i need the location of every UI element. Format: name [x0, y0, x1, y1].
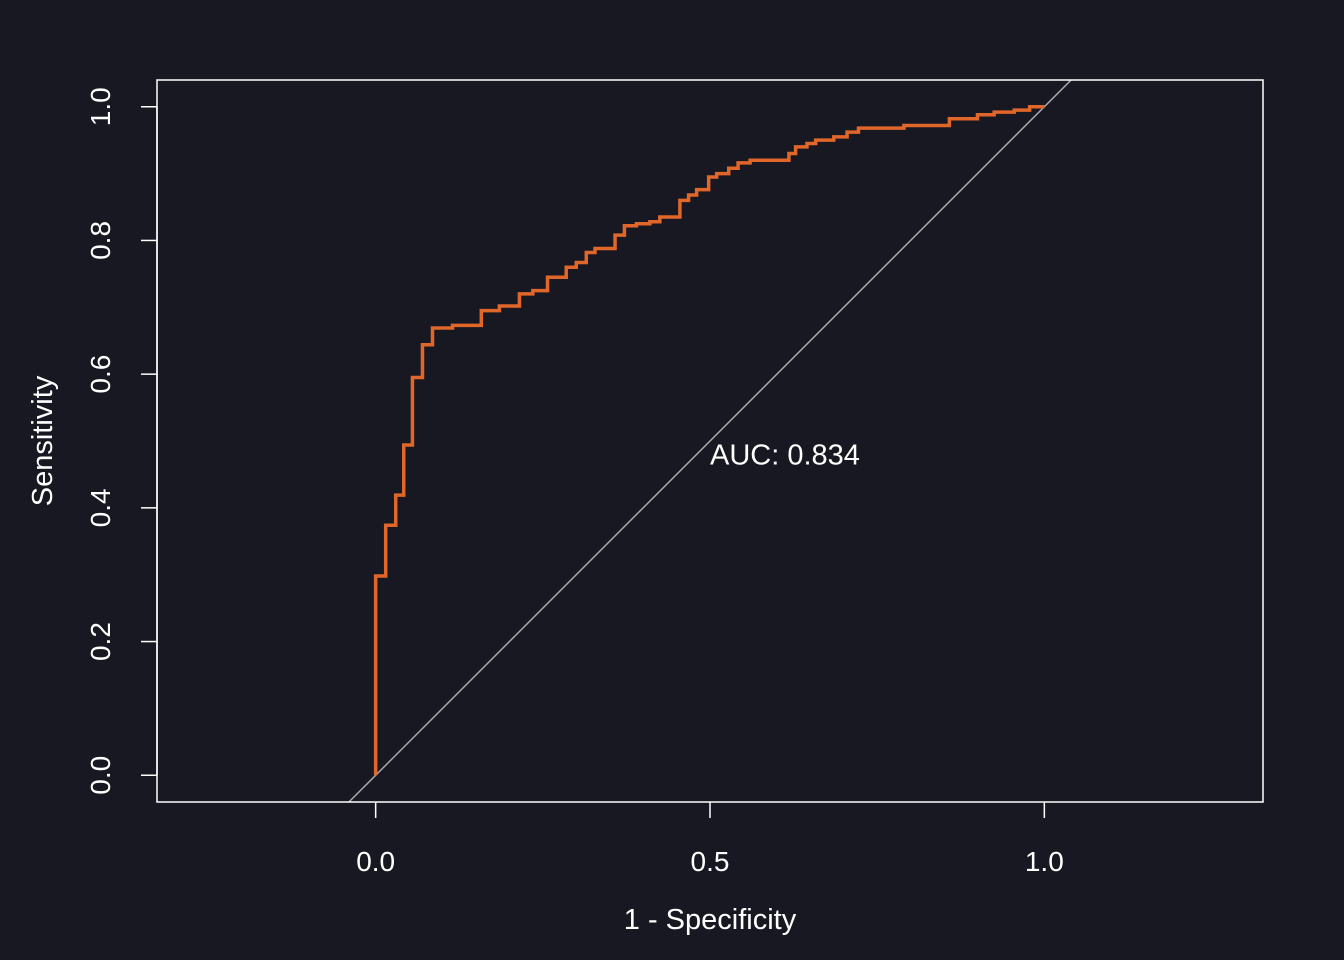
x-axis-label: 1 - Specificity	[624, 904, 797, 936]
y-tick-label: 0.0	[85, 756, 116, 795]
y-tick-label: 0.8	[85, 221, 116, 260]
x-tick-label: 1.0	[1025, 846, 1064, 877]
x-tick-label: 0.5	[691, 846, 730, 877]
y-tick-label: 0.4	[85, 488, 116, 527]
x-axis: 0.0 0.5 1.0	[356, 802, 1064, 877]
x-tick-label: 0.0	[356, 846, 395, 877]
y-tick-label: 0.2	[85, 622, 116, 661]
reference-diagonal-line	[347, 80, 1073, 802]
y-axis: 0.0 0.2 0.4 0.6 0.8 1.0	[85, 87, 158, 795]
y-axis-label: Sensitivity	[27, 375, 59, 506]
plot-layer	[347, 80, 1073, 802]
y-tick-label: 0.6	[85, 355, 116, 394]
auc-annotation: AUC: 0.834	[710, 439, 860, 471]
roc-curve-line	[373, 104, 1045, 776]
y-tick-label: 1.0	[85, 87, 116, 126]
